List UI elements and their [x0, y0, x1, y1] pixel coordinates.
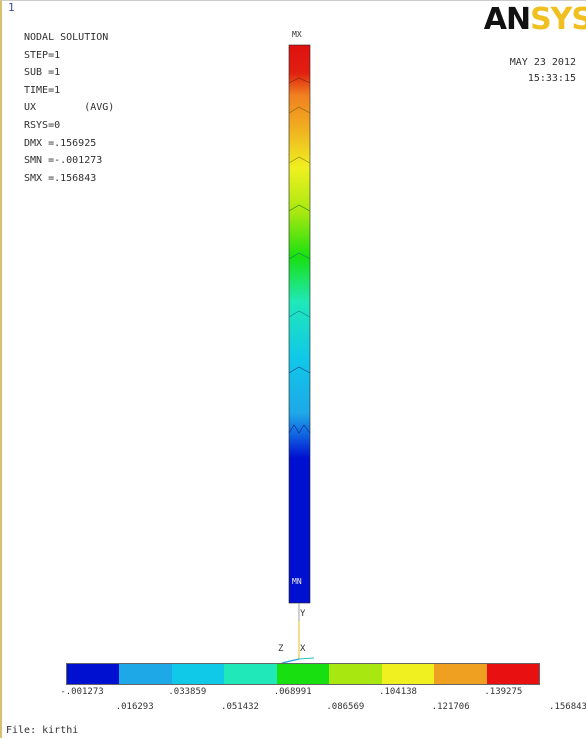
time-line: 15:33:15 — [527, 73, 576, 84]
contour-line — [288, 156, 311, 164]
triad-y-label: Y — [300, 609, 306, 619]
info-line: SUB =1 — [24, 67, 61, 79]
legend-segment — [171, 664, 225, 684]
legend-tick-label: .051432 — [221, 702, 259, 712]
info-line: DMX =.156925 — [24, 137, 97, 149]
min-marker-label: MN — [292, 577, 302, 586]
legend-segment — [329, 664, 382, 684]
contour-line — [288, 366, 311, 374]
date-stamp: MAY 23 2012 15:33:15 — [510, 55, 576, 87]
legend-segment — [276, 664, 330, 684]
date-line: MAY 23 2012 — [509, 57, 576, 68]
logo-text-accent: SYS — [530, 2, 586, 37]
triad-x-label: X — [300, 644, 306, 654]
info-line: SMN =-.001273 — [24, 155, 103, 167]
contour-line — [288, 204, 311, 212]
contour-line — [288, 310, 311, 318]
legend-tick-label: .068991 — [273, 687, 312, 697]
legend-tick-label: .016293 — [115, 702, 154, 712]
legend-tick-label: .104138 — [379, 687, 417, 697]
solution-info: NODAL SOLUTION STEP=1 SUB =1 TIME=1 UX (… — [24, 29, 114, 187]
legend-segment — [486, 664, 539, 684]
legend-segment — [67, 664, 120, 684]
legend-segment — [434, 664, 487, 684]
legend-segment — [119, 664, 172, 684]
legend-tick-label: .156843 — [549, 702, 586, 712]
max-marker-label: MX — [292, 30, 302, 39]
legend-segment — [381, 664, 435, 684]
info-line: NODAL SOLUTION — [24, 32, 109, 43]
legend-tick-label: .121706 — [431, 702, 470, 712]
beam-body — [288, 44, 311, 604]
legend-tick-label: -.001273 — [60, 687, 104, 697]
logo-text-main: AN — [483, 2, 531, 37]
contour-line — [288, 106, 311, 114]
contour-legend-bar — [66, 663, 540, 685]
legend-tick-label: .139275 — [484, 687, 523, 697]
contour-line — [288, 252, 311, 260]
file-name-label: File: kirthi — [6, 725, 79, 736]
info-line: STEP=1 — [24, 49, 61, 61]
info-line: RSYS=0 — [24, 119, 61, 131]
triad-z-label: Z — [278, 644, 284, 654]
contour-line — [288, 424, 311, 434]
legend-tick-label: .033859 — [168, 687, 207, 697]
legend-tick-label: .086569 — [326, 702, 365, 712]
window-number: 1 — [8, 1, 15, 14]
legend-segment — [224, 664, 277, 684]
info-line: TIME=1 — [24, 84, 61, 96]
contour-line — [288, 77, 311, 84]
ansys-logo: ANSYS — [484, 5, 586, 35]
info-line: SMX =.156843 — [24, 172, 97, 184]
info-line: UX (AVG) — [24, 102, 115, 114]
